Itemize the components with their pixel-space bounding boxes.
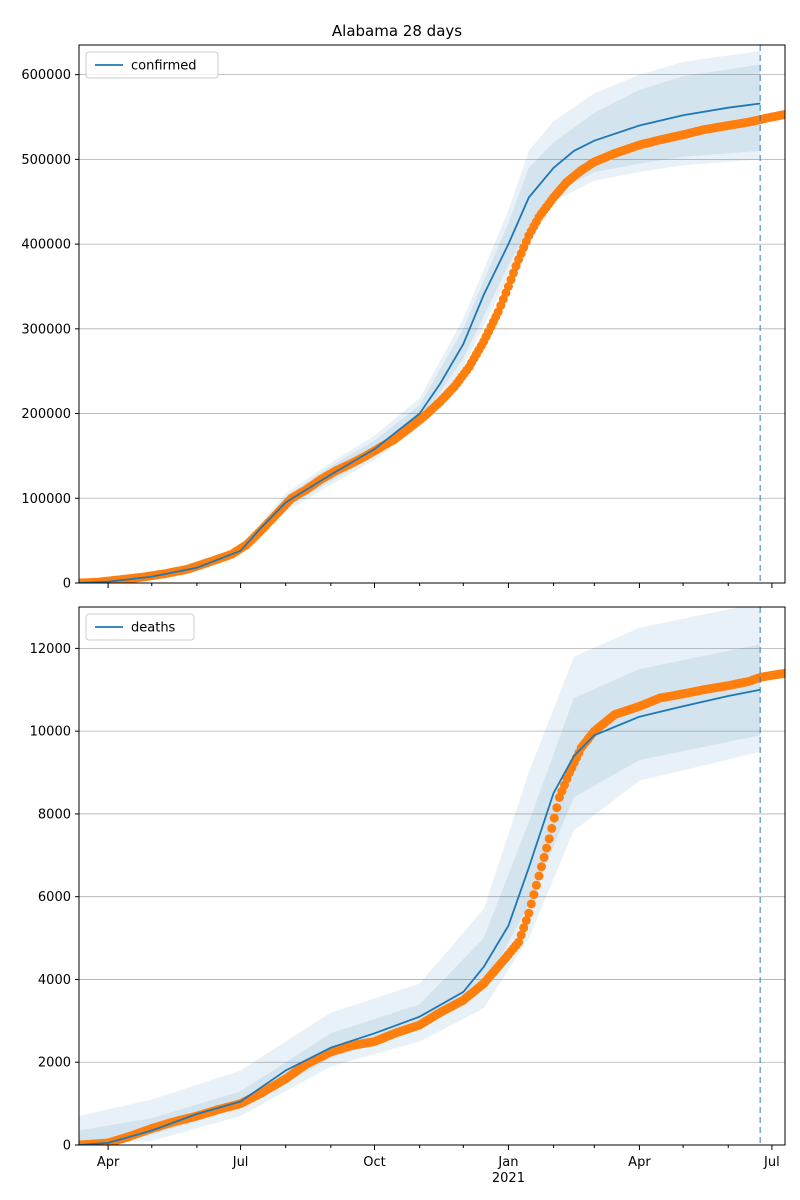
plot-area xyxy=(79,607,785,1145)
y-tick-label: 0 xyxy=(63,577,71,592)
observed-point xyxy=(547,823,557,833)
deaths-panel: 0 2000 4000 6000 8000 10000 12000 Apr Jul Oct Jan A… xyxy=(30,606,786,1186)
observed-point xyxy=(780,109,785,119)
legend: confirmed xyxy=(85,51,219,79)
observed-point xyxy=(516,930,526,940)
y-tick-label: 300000 xyxy=(21,322,71,337)
confirmed-panel: 0 100000 200000 300000 400000 500000 600000 con… xyxy=(21,44,786,592)
observed-point xyxy=(552,803,562,813)
axes-frame xyxy=(78,44,786,584)
y-tick-label: 2000 xyxy=(38,1056,71,1071)
series-line-deaths xyxy=(79,688,761,1145)
observed-point xyxy=(519,923,529,933)
observed-point xyxy=(524,908,534,918)
observed-point xyxy=(514,937,524,947)
y-tick-label: 200000 xyxy=(21,407,71,422)
x-tick-label: Jan xyxy=(497,1155,518,1170)
plot-area xyxy=(79,50,785,583)
y-tick-label: 100000 xyxy=(21,492,71,507)
series-line-confirmed xyxy=(79,102,761,583)
observed-point xyxy=(537,862,546,872)
y-tick-label: 8000 xyxy=(38,807,71,822)
legend: deaths xyxy=(85,613,195,641)
observed-point xyxy=(544,834,554,844)
x-tick-label: Jul xyxy=(763,1155,780,1170)
observed-point xyxy=(521,916,531,925)
y-tick-label: 600000 xyxy=(21,68,71,83)
uncertainty-band xyxy=(79,64,761,583)
observed-point xyxy=(534,871,544,881)
uncertainty-band xyxy=(79,607,761,1145)
legend-label: confirmed xyxy=(131,59,197,74)
observed-point xyxy=(509,268,518,278)
y-tick-label: 10000 xyxy=(30,725,71,740)
y-tick-label: 400000 xyxy=(21,238,71,253)
x-tick-label: Apr xyxy=(97,1155,120,1170)
observed-point xyxy=(780,668,785,678)
y-tick-label: 500000 xyxy=(21,153,71,168)
observed-point xyxy=(531,880,541,890)
observed-point xyxy=(539,852,549,862)
observed-point xyxy=(529,890,539,900)
observed-point xyxy=(526,899,536,909)
observed-point xyxy=(542,843,552,853)
legend-label: deaths xyxy=(131,621,176,636)
observed-point xyxy=(506,275,516,285)
legend-frame xyxy=(85,613,195,641)
y-tick-label: 4000 xyxy=(38,973,71,988)
y-tick-label: 12000 xyxy=(30,642,71,657)
y-tick-label: 0 xyxy=(63,1139,71,1154)
uncertainty-band xyxy=(79,50,761,583)
uncertainty-band xyxy=(79,644,761,1145)
chart-title: Alabama 28 days xyxy=(332,22,462,40)
x-tick-label: Apr xyxy=(628,1155,651,1170)
observed-point xyxy=(549,813,559,823)
x-tick-label: Oct xyxy=(363,1155,385,1170)
x-year-label: 2021 xyxy=(492,1171,525,1186)
axes-frame xyxy=(78,606,786,1146)
x-tick-label: Jul xyxy=(232,1155,249,1170)
observed-point xyxy=(503,282,513,291)
legend-frame xyxy=(85,51,219,79)
y-tick-label: 6000 xyxy=(38,890,71,905)
